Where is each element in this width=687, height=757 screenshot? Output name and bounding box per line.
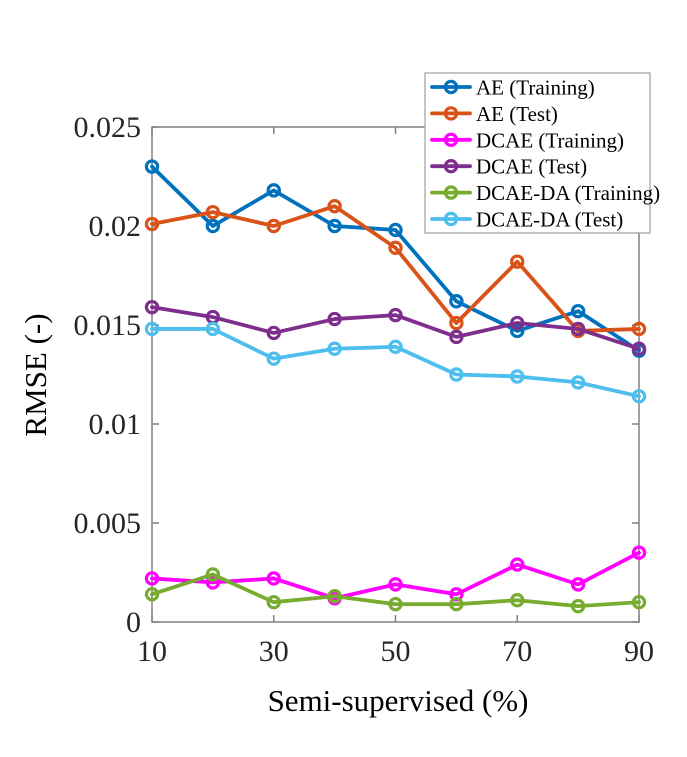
series-marker-ae-training- bbox=[449, 294, 464, 309]
series-marker-dcae-test- bbox=[144, 299, 160, 315]
series-marker-ae-training- bbox=[144, 159, 160, 174]
series-marker-dcae-da-training- bbox=[205, 567, 221, 582]
series-marker-ae-training- bbox=[510, 323, 525, 339]
series-marker-dcae-training- bbox=[388, 577, 403, 592]
x-tick-label: 90 bbox=[624, 635, 654, 668]
series-marker-ae-test- bbox=[266, 218, 281, 234]
series-marker-dcae-test- bbox=[510, 315, 525, 331]
series-marker-dcae-da-training- bbox=[449, 596, 464, 612]
y-tick-label: 0.02 bbox=[89, 210, 142, 243]
series-marker-dcae-test- bbox=[327, 311, 342, 327]
series-marker-ae-training- bbox=[266, 183, 281, 198]
series-line-dcae-da-test- bbox=[150, 327, 641, 399]
legend-marker-sample bbox=[443, 132, 459, 147]
series-marker-dcae-da-test- bbox=[327, 341, 342, 356]
series-marker-ae-test- bbox=[144, 216, 160, 232]
y-tick-label: 0.015 bbox=[74, 309, 142, 342]
series-marker-dcae-da-test- bbox=[266, 351, 281, 366]
series-marker-dcae-test- bbox=[449, 329, 464, 345]
legend-marker-sample bbox=[443, 185, 459, 200]
series-marker-ae-training- bbox=[327, 218, 342, 234]
series-marker-dcae-da-training- bbox=[510, 593, 525, 608]
series-marker-dcae-da-test- bbox=[144, 321, 160, 337]
series-marker-dcae-da-test- bbox=[631, 389, 647, 404]
series-marker-ae-training- bbox=[570, 303, 586, 319]
series-marker-dcae-training- bbox=[144, 571, 160, 586]
series-marker-ae-test- bbox=[631, 321, 647, 337]
legend-label-dcae-da-test-: DCAE-DA (Test) bbox=[476, 208, 623, 232]
legend-marker-sample bbox=[443, 158, 459, 174]
legend-marker-sample bbox=[443, 79, 459, 95]
series-marker-dcae-da-test- bbox=[570, 375, 586, 390]
series-marker-dcae-test- bbox=[631, 341, 647, 356]
series-line-dcae-test- bbox=[150, 305, 641, 351]
legend-label-ae-training-: AE (Training) bbox=[476, 76, 595, 100]
series-line-ae-training- bbox=[150, 164, 641, 353]
y-tick-label: 0.025 bbox=[74, 111, 142, 144]
legend-box bbox=[424, 72, 651, 234]
legend-label-ae-test-: AE (Test) bbox=[476, 102, 558, 126]
y-axis-label: RMSE (-) bbox=[18, 313, 53, 437]
series-marker-dcae-da-test- bbox=[388, 339, 403, 354]
legend-label-dcae-da-training-: DCAE-DA (Training) bbox=[476, 181, 660, 205]
series-marker-dcae-test- bbox=[388, 307, 403, 323]
series-marker-dcae-da-training- bbox=[266, 595, 281, 610]
series-marker-ae-test- bbox=[327, 198, 342, 214]
series-line-dcae-training- bbox=[150, 550, 641, 601]
x-tick-label: 50 bbox=[381, 635, 411, 668]
legend-label-dcae-training-: DCAE (Training) bbox=[476, 128, 624, 152]
y-tick-label: 0.01 bbox=[89, 408, 142, 441]
series-marker-dcae-da-training- bbox=[388, 596, 403, 612]
series-marker-dcae-training- bbox=[631, 545, 647, 560]
series-marker-dcae-da-training- bbox=[570, 598, 586, 614]
series-marker-dcae-da-training- bbox=[631, 595, 647, 610]
y-tick-label: 0 bbox=[126, 606, 141, 639]
series-marker-ae-training- bbox=[388, 222, 403, 238]
series-marker-dcae-da-training- bbox=[327, 589, 342, 604]
legend-label-dcae-test-: DCAE (Test) bbox=[476, 155, 587, 179]
series-marker-dcae-training- bbox=[570, 577, 586, 592]
series-marker-dcae-da-test- bbox=[510, 369, 525, 384]
series-marker-ae-test- bbox=[449, 315, 464, 331]
series-marker-dcae-training- bbox=[266, 571, 281, 586]
series-marker-ae-test- bbox=[510, 254, 525, 269]
legend-marker-sample bbox=[443, 211, 459, 227]
series-marker-ae-training- bbox=[205, 218, 221, 234]
series-line-dcae-da-training- bbox=[150, 572, 641, 609]
series-marker-dcae-test- bbox=[570, 321, 586, 337]
series-line-ae-test- bbox=[150, 204, 641, 333]
series-marker-dcae-da-training- bbox=[144, 587, 160, 602]
x-tick-label: 30 bbox=[259, 635, 289, 668]
legend-marker-sample bbox=[443, 106, 459, 121]
series-marker-dcae-da-test- bbox=[205, 321, 221, 337]
series-marker-ae-test- bbox=[388, 240, 403, 255]
y-tick-label: 0.005 bbox=[74, 507, 142, 540]
series-marker-dcae-training- bbox=[510, 557, 525, 572]
series-marker-dcae-da-test- bbox=[449, 367, 464, 382]
x-axis-label: Semi-supervised (%) bbox=[267, 683, 529, 718]
x-tick-label: 70 bbox=[502, 635, 532, 668]
x-tick-label: 10 bbox=[137, 635, 167, 668]
series-marker-dcae-test- bbox=[266, 325, 281, 341]
series-marker-dcae-training- bbox=[205, 575, 221, 590]
series-marker-ae-test- bbox=[205, 204, 221, 220]
